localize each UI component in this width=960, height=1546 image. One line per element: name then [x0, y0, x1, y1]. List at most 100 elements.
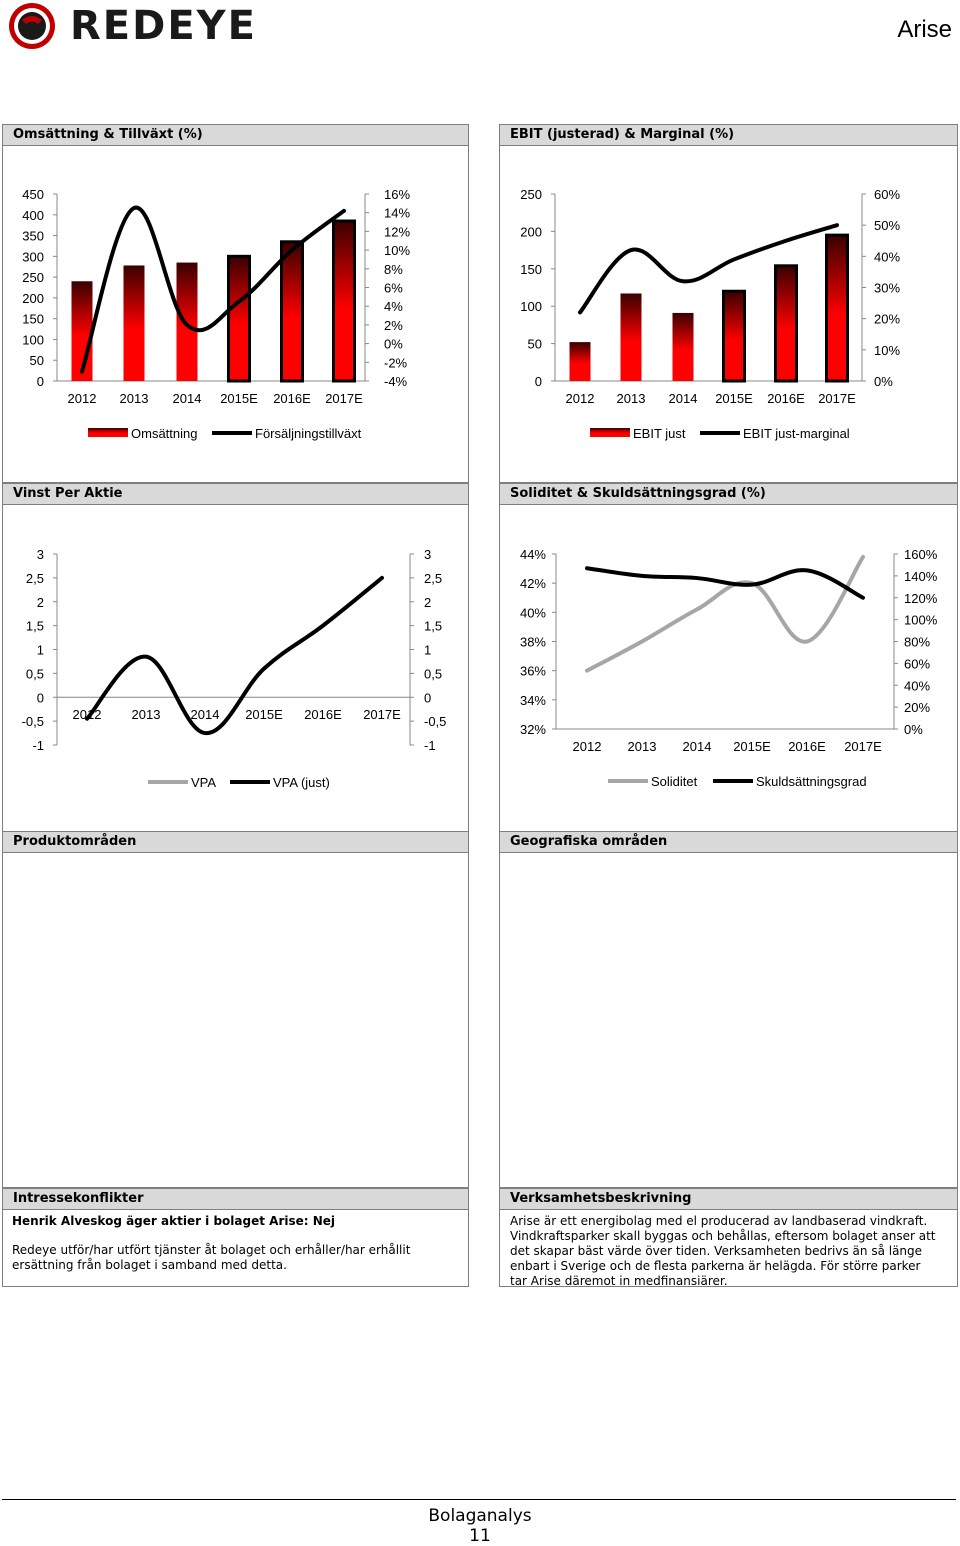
eps-x-tick-label: 2015E	[245, 707, 283, 722]
ebit-bar-2015E	[722, 289, 746, 383]
solidity-x-tick-label: 2017E	[844, 739, 882, 754]
eps-left-tick-label: 2	[37, 595, 44, 610]
ebit-bar-2012	[569, 342, 591, 381]
eps-right-tick-label: 0	[424, 690, 431, 705]
solidity-right-tick-label: 100%	[904, 613, 938, 628]
solidity-right-tick-label: 160%	[904, 547, 938, 562]
eps-left-tick-label: 0	[37, 690, 44, 705]
revenue-left-tick-label: 100	[22, 332, 44, 347]
revenue-right-tick-label: 16%	[384, 187, 410, 202]
redeye-eye-icon	[9, 3, 55, 49]
solidity-left-tick-label: 34%	[520, 693, 546, 708]
panel-products	[2, 852, 469, 1188]
eps-left-tick-label: 1,5	[26, 619, 44, 634]
solidity-legend-label: Skuldsättningsgrad	[756, 774, 867, 789]
solidity-right-tick-label: 20%	[904, 700, 930, 715]
eps-x-tick-label: 2014	[191, 707, 220, 722]
eps-legend-label: VPA (just)	[273, 775, 330, 790]
revenue-x-tick-label: 2016E	[273, 391, 311, 406]
page-number: 11	[469, 1526, 491, 1546]
revenue-right-tick-label: -4%	[384, 374, 408, 389]
eps-left-tick-label: -0,5	[22, 714, 44, 729]
footer-title: Bolaganalys	[428, 1506, 532, 1526]
ebit-left-tick-label: 200	[520, 224, 542, 239]
solidity-right-tick-label: 140%	[904, 569, 938, 584]
eps-chart-group	[53, 553, 414, 784]
eps-right-tick-label: 1	[424, 643, 431, 658]
revenue-left-tick-label: 300	[22, 249, 44, 264]
description-text: Arise är ett energibolag med el producer…	[510, 1214, 936, 1288]
eps-left-tick-label: 1	[37, 643, 44, 658]
revenue-line-1	[80, 206, 346, 374]
solidity-legend-label: Soliditet	[651, 774, 698, 789]
solidity-right-tick-label: 60%	[904, 656, 930, 671]
revenue-right-tick-label: 0%	[384, 337, 403, 352]
solidity-left-tick-label: 44%	[520, 547, 546, 562]
revenue-left-tick-label: 350	[22, 229, 44, 244]
revenue-left-tick-label: 200	[22, 291, 44, 306]
ebit-x-tick-label: 2012	[566, 391, 595, 406]
eps-line-1	[85, 575, 384, 736]
ebit-chart-group	[551, 193, 866, 437]
solidity-x-tick-label: 2014	[683, 739, 712, 754]
ebit-bar-2016E	[774, 264, 798, 383]
eps-right-tick-label: -1	[424, 738, 436, 753]
eps-x-tick-label: 2016E	[304, 707, 342, 722]
eps-right-tick-label: -0,5	[424, 714, 446, 729]
eps-legend-label: VPA	[191, 775, 216, 790]
solidity-chart-group	[552, 553, 898, 783]
revenue-x-tick-label: 2015E	[220, 391, 258, 406]
ebit-x-tick-label: 2014	[669, 391, 698, 406]
eps-right-tick-label: 3	[424, 547, 431, 562]
revenue-legend-label: Omsättning	[131, 426, 197, 441]
ebit-right-tick-label: 50%	[874, 218, 900, 233]
solidity-left-tick-label: 42%	[520, 576, 546, 591]
ebit-x-tick-label: 2013	[617, 391, 646, 406]
ebit-left-tick-label: 0	[535, 374, 542, 389]
solidity-right-tick-label: 40%	[904, 678, 930, 693]
revenue-legend-swatch-0	[88, 428, 128, 437]
ebit-right-tick-label: 30%	[874, 281, 900, 296]
solidity-right-tick-label: 80%	[904, 635, 930, 650]
ebit-bar-2013	[620, 293, 642, 381]
solidity-left-tick-label: 38%	[520, 635, 546, 650]
eps-left-tick-label: -1	[32, 738, 44, 753]
revenue-bar-2017E	[332, 219, 356, 383]
conflicts-services-line: Redeye utför/har utfört tjänster åt bola…	[12, 1243, 411, 1272]
panel-solidity	[499, 504, 958, 832]
revenue-right-tick-label: 12%	[384, 224, 410, 239]
eps-x-tick-label: 2017E	[363, 707, 401, 722]
panel-title-revenue: Omsättning & Tillväxt (%)	[2, 124, 469, 146]
eps-left-tick-label: 3	[37, 547, 44, 562]
ebit-x-tick-label: 2016E	[767, 391, 805, 406]
ebit-legend-swatch-0	[590, 428, 630, 437]
ebit-left-tick-label: 250	[520, 187, 542, 202]
brand-name: REDEYE	[70, 3, 257, 49]
revenue-x-tick-label: 2012	[68, 391, 97, 406]
revenue-left-tick-label: 150	[22, 312, 44, 327]
solidity-x-tick-label: 2016E	[788, 739, 826, 754]
ebit-left-tick-label: 100	[520, 299, 542, 314]
company-name: Arise	[897, 16, 952, 43]
panel-conflicts	[2, 1209, 469, 1287]
revenue-right-tick-label: 8%	[384, 262, 403, 277]
solidity-left-tick-label: 36%	[520, 664, 546, 679]
solidity-x-tick-label: 2012	[573, 739, 602, 754]
eps-x-tick-label: 2013	[132, 707, 161, 722]
revenue-x-tick-label: 2013	[120, 391, 149, 406]
solidity-x-tick-label: 2015E	[733, 739, 771, 754]
revenue-left-tick-label: 400	[22, 208, 44, 223]
eps-right-tick-label: 2,5	[424, 571, 442, 586]
ebit-bar-2017E	[825, 233, 849, 383]
panel-eps	[2, 504, 469, 832]
footer-divider	[2, 1499, 956, 1500]
eps-right-tick-label: 2	[424, 595, 431, 610]
solidity-right-tick-label: 0%	[904, 722, 923, 737]
ebit-left-tick-label: 50	[528, 337, 542, 352]
revenue-left-tick-label: 450	[22, 187, 44, 202]
ebit-legend-label: EBIT just-marginal	[743, 426, 850, 441]
eps-left-tick-label: 2,5	[26, 571, 44, 586]
revenue-chart-group	[53, 193, 369, 437]
solidity-right-tick-label: 120%	[904, 591, 938, 606]
ebit-line-1	[578, 223, 839, 315]
